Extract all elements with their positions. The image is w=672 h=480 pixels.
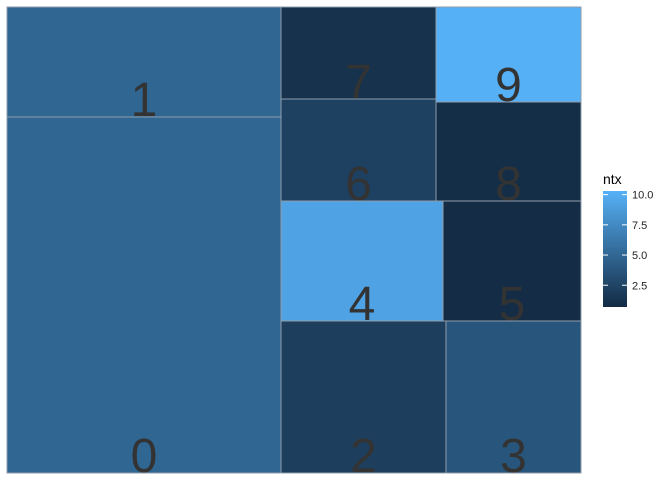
treemap-tile-5 <box>442 200 582 322</box>
tile-label-3: 3 <box>500 430 527 480</box>
tile-label-8: 8 <box>495 158 522 211</box>
legend-colorbar <box>603 191 627 307</box>
treemap-tile-8 <box>435 101 582 202</box>
labels-layer: 0 1 2 3 4 5 6 7 8 9 <box>131 56 527 480</box>
treemap-tile-0 <box>6 116 282 474</box>
tiles-layer <box>6 6 582 474</box>
treemap-tile-7 <box>280 6 437 100</box>
legend-ticks: 2.5 5.0 7.5 10.0 <box>603 190 653 292</box>
tile-label-4: 4 <box>349 278 376 331</box>
tile-label-1: 1 <box>131 74 158 127</box>
legend-tick-label: 7.5 <box>632 220 647 232</box>
legend-tick-label: 10.0 <box>632 190 653 202</box>
legend: ntx 2.5 5.0 7.5 10.0 <box>603 171 653 307</box>
tile-label-5: 5 <box>499 278 526 331</box>
tile-label-0: 0 <box>131 430 158 480</box>
tile-label-7: 7 <box>345 56 372 109</box>
treemap-tile-9 <box>435 6 582 103</box>
tile-label-6: 6 <box>345 158 372 211</box>
treemap-tile-6 <box>280 98 437 202</box>
tile-label-2: 2 <box>350 430 377 480</box>
tile-label-9: 9 <box>495 59 522 112</box>
treemap-tile-1 <box>6 6 282 118</box>
legend-tick-label: 2.5 <box>632 280 647 292</box>
treemap-tile-4 <box>280 200 444 322</box>
legend-title: ntx <box>603 171 622 187</box>
legend-tick-label: 5.0 <box>632 250 647 262</box>
treemap-tile-3 <box>445 320 582 474</box>
